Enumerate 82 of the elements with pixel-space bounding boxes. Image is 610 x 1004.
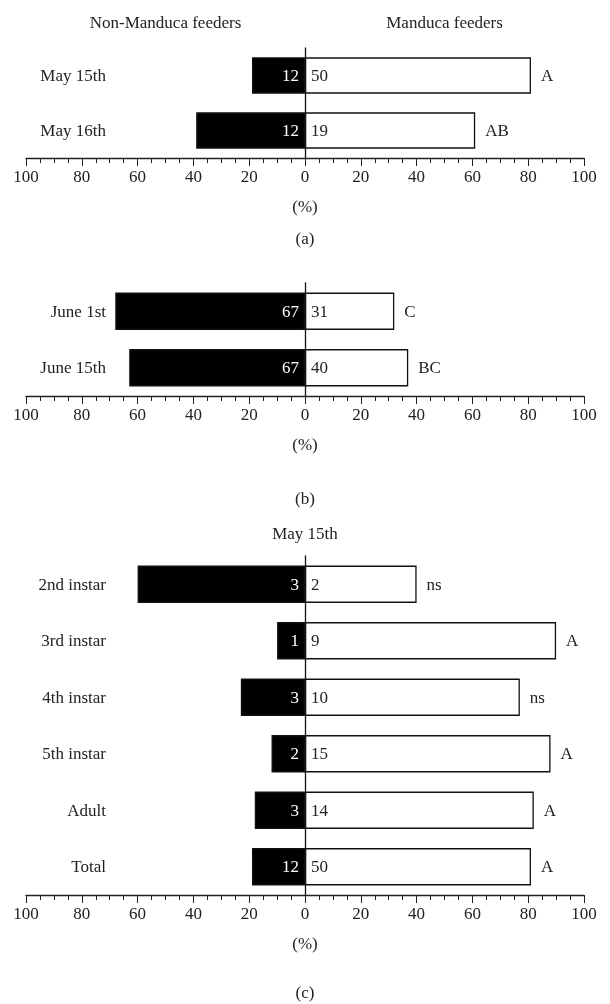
x-tick-label: 100 [571, 167, 597, 186]
annotation: BC [418, 358, 441, 378]
x-tick-label: 60 [129, 405, 147, 424]
x-tick-label: 20 [240, 167, 258, 186]
annotation: ns [529, 687, 545, 707]
x-tick-label: 40 [184, 167, 202, 186]
annotation: 50 [311, 857, 328, 877]
annotation: 10 [311, 687, 328, 707]
y-tick-label: 5th instar [42, 744, 107, 764]
x-tick-label: 60 [463, 405, 481, 424]
x-tick-label: 20 [352, 904, 370, 923]
x-axis-title: (%) [292, 934, 318, 953]
x-tick-label: 0 [300, 904, 310, 923]
annotation: A [560, 744, 574, 764]
annotation: 67 [282, 358, 300, 378]
x-tick-label: 80 [519, 167, 537, 186]
y-tick-label: June 15th [40, 358, 107, 378]
x-tick-label: 80 [519, 904, 537, 923]
x-tick-label: 100 [571, 904, 597, 923]
annotation: A [566, 631, 580, 651]
annotation: 15 [311, 744, 328, 764]
annotation: 67 [282, 301, 300, 321]
x-tick-label: 80 [73, 904, 91, 923]
x-tick-label: 60 [129, 904, 147, 923]
y-tick-label: 2nd instar [38, 574, 107, 594]
annotation: 9 [311, 631, 320, 651]
annotation: 12 [282, 121, 299, 140]
x-tick-label: 60 [129, 167, 147, 186]
chart-title: May 15th [272, 524, 339, 543]
x-axis-title: (%) [292, 435, 318, 454]
annotation: 2 [311, 574, 320, 594]
x-tick-label: 40 [408, 167, 426, 186]
x-tick-label: 20 [352, 167, 370, 186]
x-tick-label: 20 [240, 405, 258, 424]
annotation: A [543, 800, 557, 820]
y-tick-label: 4th instar [42, 687, 107, 707]
annotation: 12 [282, 66, 299, 85]
y-tick-label: May 16th [40, 121, 107, 140]
y-tick-label: Adult [67, 800, 107, 820]
annotation: AB [485, 121, 509, 140]
x-tick-label: 100 [13, 167, 39, 186]
x-tick-label: 100 [13, 904, 39, 923]
annotation: 12 [282, 857, 299, 877]
annotation: 2 [290, 744, 299, 764]
annotation: 3 [290, 687, 299, 707]
series-label: Manduca feeders [386, 13, 503, 32]
x-tick-label: 40 [184, 904, 202, 923]
x-tick-label: 80 [73, 167, 91, 186]
y-tick-label: Total [71, 857, 107, 877]
annotation: 40 [311, 358, 328, 378]
x-tick-label: 40 [408, 904, 426, 923]
text: (b) [295, 489, 315, 508]
x-tick-label: 40 [184, 405, 202, 424]
annotation: 31 [311, 301, 328, 321]
x-tick-label: 60 [463, 904, 481, 923]
annotation: C [404, 301, 416, 321]
annotation: 3 [290, 574, 299, 594]
x-tick-label: 100 [13, 405, 39, 424]
annotation: A [540, 66, 554, 85]
x-tick-label: 40 [408, 405, 426, 424]
annotation: 1 [290, 631, 299, 651]
annotation: 3 [290, 800, 299, 820]
annotation: A [540, 857, 554, 877]
x-tick-label: 80 [519, 405, 537, 424]
y-tick-label: 3rd instar [41, 631, 107, 651]
y-tick-label: June 1st [50, 301, 107, 321]
text: (c) [295, 983, 315, 1002]
x-tick-label: 0 [300, 167, 310, 186]
x-tick-label: 20 [352, 405, 370, 424]
annotation: 50 [311, 66, 328, 85]
y-tick-label: May 15th [40, 66, 107, 85]
x-tick-label: 60 [463, 167, 481, 186]
annotation: ns [426, 574, 442, 594]
x-tick-label: 20 [240, 904, 258, 923]
x-axis-title: (%) [292, 197, 318, 216]
x-tick-label: 100 [571, 405, 597, 424]
series-label: Non-Manduca feeders [89, 13, 242, 32]
x-tick-label: 0 [300, 405, 310, 424]
annotation: 19 [311, 121, 328, 140]
text: (a) [295, 229, 315, 248]
annotation: 14 [311, 800, 329, 820]
x-tick-label: 80 [73, 405, 91, 424]
